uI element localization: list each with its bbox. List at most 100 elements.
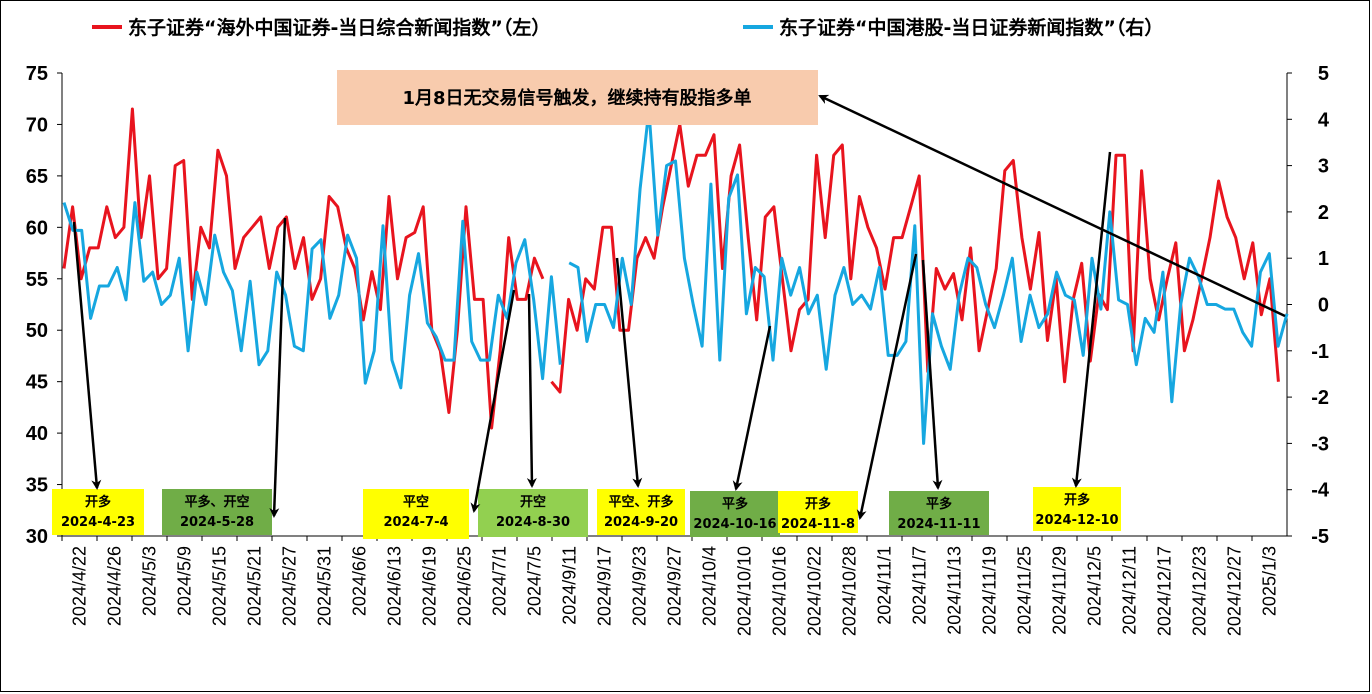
signal-action: 开多 <box>1064 492 1090 508</box>
x-tick-label: 2024/5/31 <box>315 546 335 626</box>
signal-arrows <box>72 94 1286 520</box>
signal-box-bg <box>778 491 858 533</box>
signal-date: 2024-11-8 <box>781 517 855 532</box>
x-tick-label: 2024/6/25 <box>455 546 475 626</box>
x-tick-label: 2024/12/23 <box>1190 546 1210 636</box>
x-tick-label: 2024/5/9 <box>175 546 195 616</box>
signal-date: 2024-4-23 <box>61 515 135 530</box>
x-tick-label: 2024/12/27 <box>1225 546 1245 636</box>
x-tick-label: 2024/10/16 <box>770 546 790 636</box>
signal-date: 2024-5-28 <box>180 515 254 530</box>
x-tick-label: 2024/10/28 <box>840 546 860 636</box>
signal-action: 平空、开多 <box>608 494 673 510</box>
y-right-tick-label: 3 <box>1318 156 1329 178</box>
x-tick-label: 2024/7/5 <box>525 546 545 616</box>
x-tick-label: 2024/9/23 <box>630 546 650 626</box>
signal-action: 平多 <box>722 496 748 512</box>
y-right-tick-label: -4 <box>1311 480 1330 502</box>
y-left-tick-label: 55 <box>26 269 48 291</box>
signal-arrow <box>470 289 516 513</box>
x-tick-label: 2024/4/26 <box>105 546 125 626</box>
signal-box: 开多 2024-12-10 <box>1033 487 1121 531</box>
signal-box-bg <box>478 489 588 537</box>
x-tick-label: 2024/4/22 <box>70 546 90 626</box>
x-tick-label: 2024/11/25 <box>1015 546 1035 635</box>
x-tick-label: 2024/9/27 <box>665 546 685 626</box>
y-left-tick-label: 75 <box>26 63 48 85</box>
legend-label-red: 东子证券“海外中国证券-当日综合新闻指数”（左） <box>128 16 550 39</box>
signal-arrow <box>615 257 643 488</box>
signal-arrow <box>921 259 943 490</box>
signal-arrow <box>732 325 772 491</box>
x-tick-label: 2024/10/10 <box>735 546 755 636</box>
y-left-tick-label: 45 <box>26 372 48 394</box>
x-tick-label: 2024/11/29 <box>1050 546 1070 635</box>
signal-box: 平多 2024-11-11 <box>889 491 989 535</box>
y-right-tick-label: -1 <box>1311 341 1329 363</box>
x-tick-label: 2024/9/11 <box>560 546 580 625</box>
y-right-tick-label: -2 <box>1311 387 1329 409</box>
signal-box-bg <box>363 489 469 539</box>
y-right-tick-label: 1 <box>1318 248 1329 270</box>
x-tick-label: 2024/5/3 <box>140 546 160 616</box>
signal-date: 2024-10-16 <box>693 517 776 532</box>
signal-action: 平多 <box>926 496 952 512</box>
signal-box: 平空、开多 2024-9-20 <box>597 489 685 535</box>
y-right-tick-label: -5 <box>1311 526 1329 548</box>
x-tick-label: 2024/12/11 <box>1120 546 1140 635</box>
signal-arrow <box>818 94 1286 318</box>
x-tick-label: 2024/6/13 <box>385 546 405 626</box>
x-tick-label: 2025/1/3 <box>1260 546 1280 616</box>
x-tick-label: 2024/11/1 <box>875 546 895 625</box>
x-tick-label: 2024/12/5 <box>1085 546 1105 626</box>
x-tick-label: 2024/9/17 <box>595 546 615 626</box>
x-tick-label: 2024/10/4 <box>700 546 720 626</box>
x-tick-label: 2024/10/22 <box>805 546 825 636</box>
signal-arrow <box>269 217 287 518</box>
x-tick-label: 2024/11/13 <box>945 546 965 635</box>
y-left-tick-label: 60 <box>26 217 48 239</box>
signal-box-bg <box>162 489 272 535</box>
signal-box-bg <box>1033 487 1121 531</box>
y-left-tick-label: 40 <box>26 423 48 445</box>
x-tick-label: 2024/5/15 <box>210 546 230 626</box>
series-line-red <box>62 107 545 430</box>
x-tick-label: 2024/6/19 <box>420 546 440 626</box>
y-right-tick-label: 5 <box>1318 63 1329 85</box>
note-box <box>337 70 818 125</box>
signal-box: 平多、开空 2024-5-28 <box>162 489 272 535</box>
signal-box-bg <box>52 489 144 535</box>
signal-box: 开空 2024-8-30 <box>478 489 588 537</box>
y-left-tick-label: 65 <box>26 166 48 188</box>
y-right-tick-label: 0 <box>1318 295 1329 317</box>
signal-box-bg <box>690 491 780 537</box>
x-tick-label: 2024/11/19 <box>980 546 1000 635</box>
x-tick-label: 2024/5/27 <box>280 546 300 626</box>
y-left-tick-label: 50 <box>26 320 48 342</box>
signal-action: 平多、开空 <box>184 494 249 510</box>
signal-date: 2024-9-20 <box>604 515 678 530</box>
signal-date: 2024-7-4 <box>383 515 448 530</box>
series-line-blue <box>568 108 1289 445</box>
signal-box: 开多 2024-4-23 <box>52 489 144 535</box>
signal-box: 平多 2024-10-16 <box>690 491 780 537</box>
signal-date: 2024-12-10 <box>1035 513 1118 528</box>
y-right-tick-label: -3 <box>1311 433 1329 455</box>
signal-box-bg <box>597 489 685 535</box>
legend: 东子证券“海外中国证券-当日综合新闻指数”（左） 东子证券“中国港股-当日证券新… <box>92 16 1163 39</box>
y-left-tick-label: 30 <box>26 526 48 548</box>
series-lines <box>62 107 1289 445</box>
note-group: 1月8日无交易信号触发，继续持有股指多单 <box>337 70 818 125</box>
signal-boxes: 开多 2024-4-23 平多、开空 2024-5-28 平空 2024-7-4 开空 202… <box>52 487 1121 539</box>
signal-arrow <box>856 253 918 520</box>
x-tick-label: 2024/12/17 <box>1155 546 1175 636</box>
y-right-tick-label: 4 <box>1318 109 1330 131</box>
signal-arrow <box>72 221 102 490</box>
signal-box: 平空 2024-7-4 <box>363 489 469 539</box>
series-line-blue <box>62 201 562 390</box>
signal-action: 平空 <box>403 494 429 510</box>
y-left-tick-label: 35 <box>26 475 48 497</box>
signal-box-bg <box>889 491 989 535</box>
